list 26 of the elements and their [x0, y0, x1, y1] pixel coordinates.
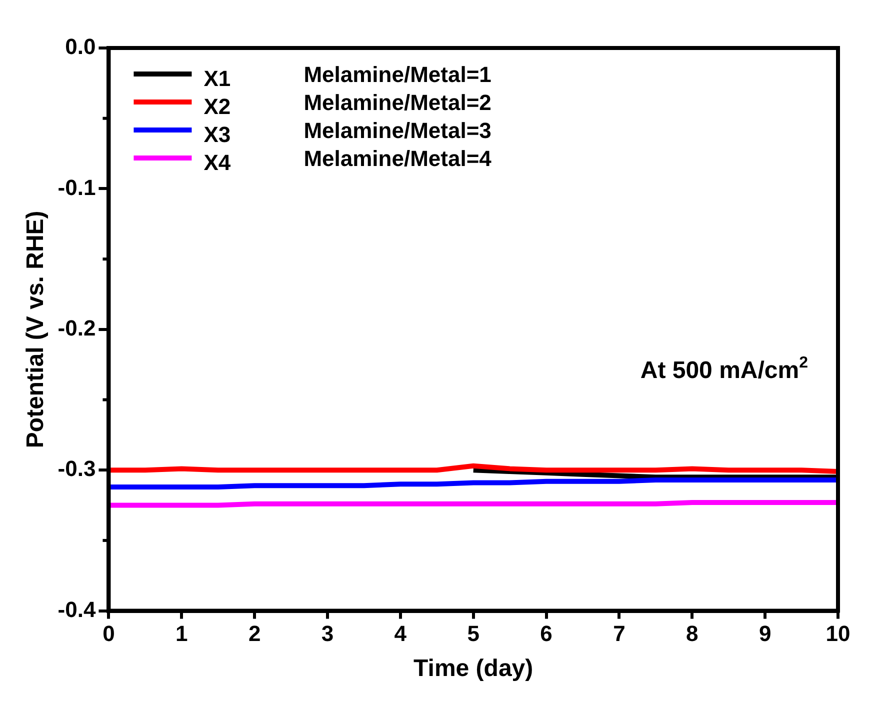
x-tick-label: 7	[613, 621, 626, 646]
x-tick-label: 3	[321, 621, 334, 646]
x-tick-label: 0	[102, 621, 115, 646]
x-tick-label: 2	[248, 621, 261, 646]
y-tick-label: -0.1	[58, 174, 96, 200]
legend-label: X4	[204, 150, 232, 176]
x-tick-label: 10	[826, 621, 850, 646]
y-tick-label: -0.2	[58, 315, 96, 340]
legend-label: X3	[204, 122, 231, 148]
y-tick-label: 0.0	[65, 34, 96, 60]
legend-label: X2	[204, 94, 231, 120]
y-tick-label: -0.4	[58, 596, 96, 622]
x-tick-label: 6	[540, 621, 552, 646]
x-axis-title: Time (day)	[414, 655, 534, 682]
x-tick-label: 9	[758, 621, 772, 646]
x-tick-label: 5	[467, 621, 480, 646]
legend-label: X1	[204, 66, 231, 92]
annotation: Melamine/Metal=2	[304, 90, 492, 116]
annotation: Melamine/Metal=1	[304, 62, 492, 88]
x-tick-label: 1	[176, 621, 188, 646]
x-tick-label: 4	[394, 621, 408, 646]
x-tick-label: 8	[686, 621, 698, 646]
annotation: Melamine/Metal=3	[304, 118, 492, 144]
annotation: Melamine/Metal=4	[304, 146, 492, 172]
y-axis-title: Potential (V vs. RHE)	[22, 210, 50, 448]
y-tick-label: -0.3	[58, 456, 96, 482]
